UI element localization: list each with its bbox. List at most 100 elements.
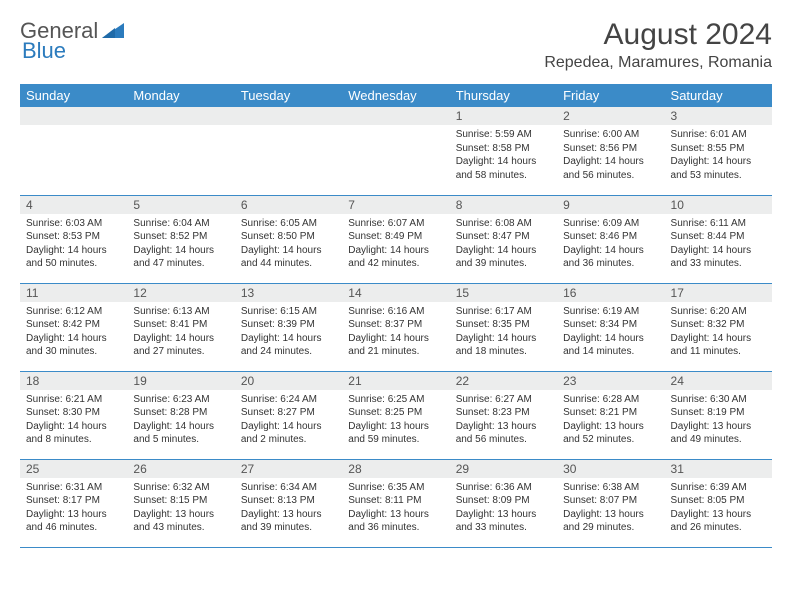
day-details: Sunrise: 6:05 AMSunset: 8:50 PMDaylight:… (235, 214, 342, 275)
sunset-text: Sunset: 8:52 PM (133, 230, 228, 244)
day-number (235, 107, 342, 125)
daylight-text: Daylight: 14 hours and 30 minutes. (26, 332, 121, 359)
day-number: 19 (127, 372, 234, 390)
calendar-day-cell: 31Sunrise: 6:39 AMSunset: 8:05 PMDayligh… (665, 459, 772, 547)
day-details: Sunrise: 6:00 AMSunset: 8:56 PMDaylight:… (557, 125, 664, 186)
calendar-day-cell: 2Sunrise: 6:00 AMSunset: 8:56 PMDaylight… (557, 107, 664, 195)
sunset-text: Sunset: 8:30 PM (26, 406, 121, 420)
sunrise-text: Sunrise: 6:11 AM (671, 217, 766, 231)
day-details: Sunrise: 6:01 AMSunset: 8:55 PMDaylight:… (665, 125, 772, 186)
daylight-text: Daylight: 14 hours and 5 minutes. (133, 420, 228, 447)
sunset-text: Sunset: 8:11 PM (348, 494, 443, 508)
day-details: Sunrise: 6:08 AMSunset: 8:47 PMDaylight:… (450, 214, 557, 275)
day-number: 29 (450, 460, 557, 478)
daylight-text: Daylight: 13 hours and 43 minutes. (133, 508, 228, 535)
sunset-text: Sunset: 8:50 PM (241, 230, 336, 244)
day-number: 17 (665, 284, 772, 302)
calendar-day-cell: 30Sunrise: 6:38 AMSunset: 8:07 PMDayligh… (557, 459, 664, 547)
sunrise-text: Sunrise: 6:31 AM (26, 481, 121, 495)
sunset-text: Sunset: 8:05 PM (671, 494, 766, 508)
sunset-text: Sunset: 8:21 PM (563, 406, 658, 420)
day-details: Sunrise: 6:30 AMSunset: 8:19 PMDaylight:… (665, 390, 772, 451)
calendar-week-row: 25Sunrise: 6:31 AMSunset: 8:17 PMDayligh… (20, 459, 772, 547)
day-details: Sunrise: 6:36 AMSunset: 8:09 PMDaylight:… (450, 478, 557, 539)
calendar-day-cell: 25Sunrise: 6:31 AMSunset: 8:17 PMDayligh… (20, 459, 127, 547)
day-number: 2 (557, 107, 664, 125)
day-number (127, 107, 234, 125)
sunrise-text: Sunrise: 5:59 AM (456, 128, 551, 142)
sunrise-text: Sunrise: 6:28 AM (563, 393, 658, 407)
sunrise-text: Sunrise: 6:19 AM (563, 305, 658, 319)
daylight-text: Daylight: 14 hours and 58 minutes. (456, 155, 551, 182)
brand-triangle-icon (102, 20, 124, 43)
sunset-text: Sunset: 8:17 PM (26, 494, 121, 508)
sunrise-text: Sunrise: 6:32 AM (133, 481, 228, 495)
sunrise-text: Sunrise: 6:39 AM (671, 481, 766, 495)
sunrise-text: Sunrise: 6:25 AM (348, 393, 443, 407)
header: General August 2024 Repedea, Maramures, … (20, 18, 772, 72)
calendar-day-cell: 24Sunrise: 6:30 AMSunset: 8:19 PMDayligh… (665, 371, 772, 459)
day-number: 30 (557, 460, 664, 478)
day-number: 24 (665, 372, 772, 390)
calendar-day-cell: 6Sunrise: 6:05 AMSunset: 8:50 PMDaylight… (235, 195, 342, 283)
sunset-text: Sunset: 8:55 PM (671, 142, 766, 156)
calendar-day-cell: 18Sunrise: 6:21 AMSunset: 8:30 PMDayligh… (20, 371, 127, 459)
daylight-text: Daylight: 14 hours and 11 minutes. (671, 332, 766, 359)
sunset-text: Sunset: 8:19 PM (671, 406, 766, 420)
sunrise-text: Sunrise: 6:03 AM (26, 217, 121, 231)
day-number: 28 (342, 460, 449, 478)
sunset-text: Sunset: 8:32 PM (671, 318, 766, 332)
day-header: Friday (557, 84, 664, 107)
day-details: Sunrise: 6:39 AMSunset: 8:05 PMDaylight:… (665, 478, 772, 539)
day-details: Sunrise: 6:34 AMSunset: 8:13 PMDaylight:… (235, 478, 342, 539)
sunset-text: Sunset: 8:28 PM (133, 406, 228, 420)
day-details: Sunrise: 6:20 AMSunset: 8:32 PMDaylight:… (665, 302, 772, 363)
title-block: August 2024 Repedea, Maramures, Romania (544, 18, 772, 72)
brand-part2: Blue (22, 38, 66, 64)
day-details: Sunrise: 6:11 AMSunset: 8:44 PMDaylight:… (665, 214, 772, 275)
day-details: Sunrise: 6:31 AMSunset: 8:17 PMDaylight:… (20, 478, 127, 539)
day-number: 26 (127, 460, 234, 478)
sunset-text: Sunset: 8:07 PM (563, 494, 658, 508)
daylight-text: Daylight: 14 hours and 18 minutes. (456, 332, 551, 359)
day-details: Sunrise: 6:27 AMSunset: 8:23 PMDaylight:… (450, 390, 557, 451)
sunset-text: Sunset: 8:34 PM (563, 318, 658, 332)
daylight-text: Daylight: 13 hours and 49 minutes. (671, 420, 766, 447)
daylight-text: Daylight: 13 hours and 56 minutes. (456, 420, 551, 447)
sunrise-text: Sunrise: 6:24 AM (241, 393, 336, 407)
sunset-text: Sunset: 8:42 PM (26, 318, 121, 332)
sunrise-text: Sunrise: 6:07 AM (348, 217, 443, 231)
day-number: 16 (557, 284, 664, 302)
day-number (342, 107, 449, 125)
sunrise-text: Sunrise: 6:16 AM (348, 305, 443, 319)
calendar-day-cell: 12Sunrise: 6:13 AMSunset: 8:41 PMDayligh… (127, 283, 234, 371)
calendar-day-cell: 14Sunrise: 6:16 AMSunset: 8:37 PMDayligh… (342, 283, 449, 371)
day-number: 10 (665, 196, 772, 214)
day-number (20, 107, 127, 125)
calendar-day-cell (342, 107, 449, 195)
daylight-text: Daylight: 13 hours and 36 minutes. (348, 508, 443, 535)
day-number: 12 (127, 284, 234, 302)
calendar-day-cell: 4 Sunrise: 6:03 AMSunset: 8:53 PMDaylight… (20, 195, 127, 283)
calendar-day-cell: 11Sunrise: 6:12 AMSunset: 8:42 PMDayligh… (20, 283, 127, 371)
day-details: Sunrise: 6:04 AMSunset: 8:52 PMDaylight:… (127, 214, 234, 275)
daylight-text: Daylight: 13 hours and 39 minutes. (241, 508, 336, 535)
calendar-table: Sunday Monday Tuesday Wednesday Thursday… (20, 84, 772, 548)
day-details: Sunrise: 6:23 AMSunset: 8:28 PMDaylight:… (127, 390, 234, 451)
day-number: 22 (450, 372, 557, 390)
sunset-text: Sunset: 8:23 PM (456, 406, 551, 420)
calendar-day-cell: 28Sunrise: 6:35 AMSunset: 8:11 PMDayligh… (342, 459, 449, 547)
calendar-day-cell (20, 107, 127, 195)
day-number: 14 (342, 284, 449, 302)
day-number: 1 (450, 107, 557, 125)
sunrise-text: Sunrise: 6:01 AM (671, 128, 766, 142)
sunrise-text: Sunrise: 6:21 AM (26, 393, 121, 407)
day-number: 4 (20, 196, 127, 214)
day-number: 20 (235, 372, 342, 390)
daylight-text: Daylight: 14 hours and 50 minutes. (26, 244, 121, 271)
day-details: Sunrise: 6:17 AMSunset: 8:35 PMDaylight:… (450, 302, 557, 363)
day-details: Sunrise: 6:32 AMSunset: 8:15 PMDaylight:… (127, 478, 234, 539)
calendar-day-cell: 5Sunrise: 6:04 AMSunset: 8:52 PMDaylight… (127, 195, 234, 283)
sunset-text: Sunset: 8:09 PM (456, 494, 551, 508)
sunset-text: Sunset: 8:53 PM (26, 230, 121, 244)
